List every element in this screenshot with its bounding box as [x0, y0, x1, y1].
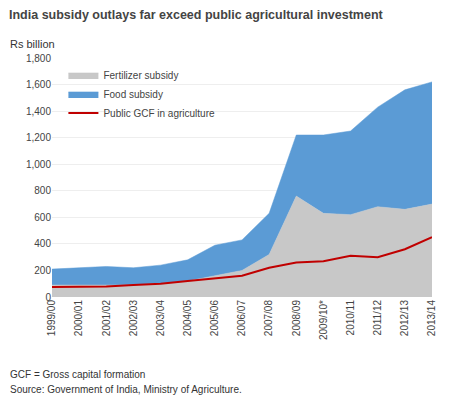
svg-text:GCF = Gross capital formation: GCF = Gross capital formation	[10, 369, 145, 380]
svg-text:India subsidy outlays far exce: India subsidy outlays far exceed public …	[9, 8, 384, 22]
svg-text:2003/04: 2003/04	[155, 300, 166, 337]
svg-text:Rs billion: Rs billion	[10, 38, 55, 50]
svg-text:2005/06: 2005/06	[209, 300, 220, 337]
svg-text:2011/12: 2011/12	[372, 300, 383, 336]
svg-text:Public GCF in agriculture: Public GCF in agriculture	[103, 108, 215, 119]
svg-text:1,400: 1,400	[26, 106, 51, 117]
svg-text:600: 600	[34, 212, 51, 223]
svg-text:2010/11: 2010/11	[345, 300, 356, 336]
svg-text:200: 200	[34, 265, 51, 276]
svg-text:1,800: 1,800	[26, 53, 51, 64]
svg-text:2000/01: 2000/01	[73, 300, 84, 337]
svg-text:2004/05: 2004/05	[182, 300, 193, 337]
svg-text:2001/02: 2001/02	[101, 300, 112, 337]
svg-text:Source: Government of India, M: Source: Government of India, Ministry of…	[10, 384, 242, 395]
svg-text:2012/13: 2012/13	[399, 300, 410, 337]
svg-text:1,000: 1,000	[26, 159, 51, 170]
svg-text:2009/10*: 2009/10*	[318, 300, 329, 340]
svg-text:2006/07: 2006/07	[236, 300, 247, 337]
svg-text:1,600: 1,600	[26, 79, 51, 90]
svg-text:1,200: 1,200	[26, 132, 51, 143]
svg-text:0: 0	[45, 292, 51, 303]
svg-text:2007/08: 2007/08	[263, 300, 274, 337]
svg-text:Fertilizer subsidy: Fertilizer subsidy	[103, 70, 178, 81]
svg-text:1999/00: 1999/00	[46, 300, 57, 337]
svg-text:2013/14: 2013/14	[426, 300, 437, 337]
svg-text:2008/09: 2008/09	[291, 300, 302, 337]
svg-text:2002/03: 2002/03	[128, 300, 139, 337]
svg-text:Food subsidy: Food subsidy	[103, 89, 162, 100]
svg-text:800: 800	[34, 185, 51, 196]
svg-text:400: 400	[34, 238, 51, 249]
